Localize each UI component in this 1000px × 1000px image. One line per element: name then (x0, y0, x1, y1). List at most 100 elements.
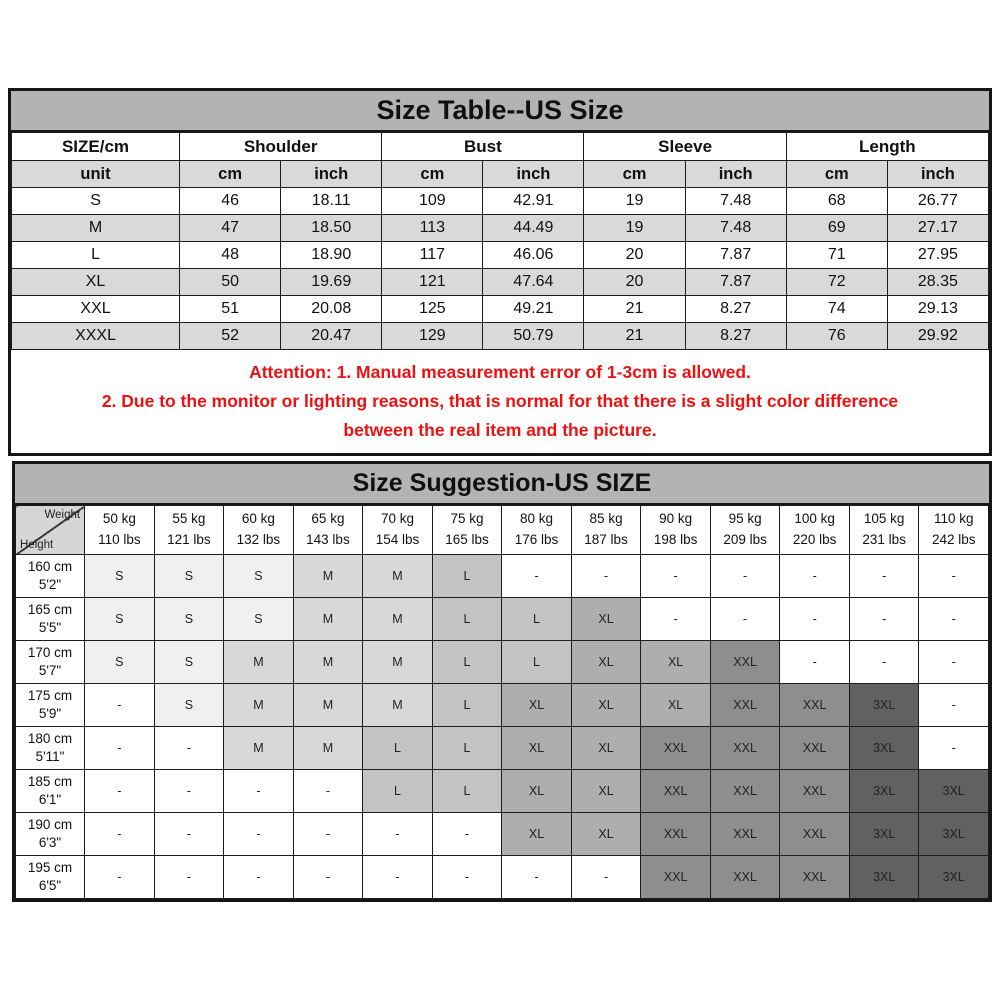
suggested-size-cell: XXL (779, 726, 850, 770)
weight-kg: 110 kg (933, 511, 974, 527)
empty-cell: - (223, 812, 294, 856)
size-label: XXL (10, 295, 181, 323)
measure-value: 48 (179, 241, 282, 269)
suggested-size-cell: S (153, 554, 225, 598)
suggested-size-cell: S (223, 554, 294, 598)
suggested-size-cell: 3XL (848, 855, 920, 899)
height-ft: 6'3" (38, 835, 62, 850)
weight-header: 65 kg 143 lbs (292, 505, 364, 555)
measure-value: 20.47 (280, 322, 383, 350)
suggested-size-cell: XL (501, 683, 572, 727)
attention-line-1: Attention: 1. Manual measurement error o… (249, 362, 751, 382)
weight-header: 55 kg 121 lbs (153, 505, 225, 555)
measure-value: 28.35 (886, 268, 990, 296)
empty-cell: - (84, 769, 155, 813)
height-ft: 5'11" (35, 749, 65, 764)
column-header-size: SIZE/cm (10, 132, 181, 161)
measure-value: 20.08 (280, 295, 383, 323)
empty-cell: - (153, 769, 225, 813)
suggested-size-cell: M (223, 640, 294, 684)
measure-value: 51 (179, 295, 282, 323)
unit-cell: cm (381, 160, 484, 188)
empty-cell: - (848, 640, 920, 684)
measure-value: 46 (179, 187, 282, 215)
measure-value: 76 (785, 322, 888, 350)
size-row: XXL 51 20.08 125 49.21 21 8.27 74 29.13 (10, 295, 990, 323)
suggested-size-cell: L (362, 769, 433, 813)
height-cm: 185 cm (27, 773, 73, 789)
empty-cell: - (709, 554, 781, 598)
empty-cell: - (501, 554, 572, 598)
height-ft: 6'1" (38, 792, 62, 807)
suggested-size-cell: XXL (640, 855, 711, 899)
measure-value: 19 (583, 214, 686, 242)
weight-kg: 65 kg (311, 511, 345, 527)
measure-value: 117 (381, 241, 484, 269)
measure-value: 109 (381, 187, 484, 215)
measure-value: 46.06 (482, 241, 585, 269)
weight-header: 50 kg 110 lbs (84, 505, 155, 555)
size-row: S 46 18.11 109 42.91 19 7.48 68 26.77 (10, 187, 990, 215)
size-label: XL (10, 268, 181, 296)
suggested-size-cell: 3XL (918, 769, 989, 813)
empty-cell: - (84, 683, 155, 727)
unit-cell: unit (10, 160, 181, 188)
empty-cell: - (918, 554, 989, 598)
suggested-size-cell: M (223, 683, 294, 727)
suggested-size-cell: XL (640, 640, 711, 684)
weight-kg: 55 kg (172, 511, 206, 527)
suggested-size-cell: XXL (640, 726, 711, 770)
suggested-size-cell: XL (501, 769, 572, 813)
suggested-size-cell: XXL (709, 812, 781, 856)
suggested-size-cell: M (223, 726, 294, 770)
empty-cell: - (292, 769, 364, 813)
size-table-section: Size Table--US Size SIZE/cm Shoulder Bust S… (8, 88, 992, 456)
suggested-size-cell: L (431, 597, 503, 641)
measure-value: 18.11 (280, 187, 383, 215)
weight-lbs: 231 lbs (862, 532, 906, 547)
column-header: Shoulder (179, 132, 383, 161)
suggested-size-cell: XL (570, 769, 642, 813)
measure-value: 27.17 (886, 214, 990, 242)
corner-weight-label: Weight (44, 509, 81, 521)
empty-cell: - (779, 554, 850, 598)
size-table-header-row: SIZE/cm Shoulder Bust Sleeve Length (10, 132, 990, 161)
height-label: 180 cm 5'11" (14, 726, 86, 770)
height-cm: 170 cm (27, 644, 73, 660)
unit-cell: cm (583, 160, 686, 188)
unit-cell: inch (280, 160, 383, 188)
empty-cell: - (84, 726, 155, 770)
weight-lbs: 132 lbs (236, 532, 281, 547)
measure-value: 7.87 (684, 268, 787, 296)
size-row: L 48 18.90 117 46.06 20 7.87 71 27.95 (10, 241, 990, 269)
size-suggestion-section: Size Suggestion-US SIZE Weight Height 50 k… (12, 461, 992, 902)
measure-value: 74 (785, 295, 888, 323)
empty-cell: - (918, 640, 989, 684)
height-cm: 160 cm (27, 558, 73, 574)
measure-value: 18.50 (280, 214, 383, 242)
empty-cell: - (779, 597, 850, 641)
suggestion-row: 195 cm 6'5" - - - - - - - - XXL XXL XXL 3XL 3XL (14, 855, 989, 899)
suggested-size-cell: L (501, 640, 572, 684)
suggestion-header-row: Weight Height 50 kg 110 lbs 55 kg 121 lbs 60 k… (14, 505, 989, 555)
measure-value: 21 (583, 322, 686, 350)
height-label: 170 cm 5'7" (14, 640, 86, 684)
suggested-size-cell: XXL (709, 769, 781, 813)
measure-value: 19 (583, 187, 686, 215)
measure-value: 29.13 (886, 295, 990, 323)
empty-cell: - (362, 855, 433, 899)
weight-header: 105 kg 231 lbs (848, 505, 920, 555)
suggested-size-cell: XXL (779, 855, 850, 899)
corner-height-label: Height (20, 539, 54, 551)
measure-value: 47.64 (482, 268, 585, 296)
weight-kg: 90 kg (659, 511, 693, 527)
weight-kg: 80 kg (520, 511, 554, 527)
measure-value: 113 (381, 214, 484, 242)
suggestion-row: 170 cm 5'7" S S M M M L L XL XL XXL - - - (14, 640, 989, 684)
measure-value: 129 (381, 322, 484, 350)
suggested-size-cell: XL (501, 726, 572, 770)
weight-lbs: 209 lbs (723, 532, 767, 547)
empty-cell: - (153, 812, 225, 856)
suggested-size-cell: S (153, 597, 225, 641)
measure-value: 18.90 (280, 241, 383, 269)
